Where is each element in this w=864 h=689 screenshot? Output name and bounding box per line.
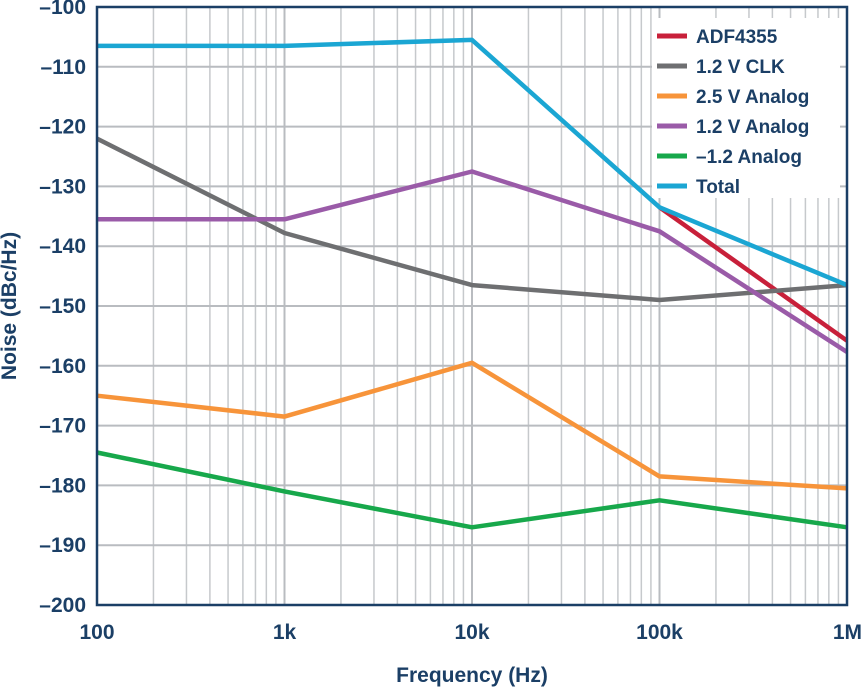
- legend-label-0: ADF4355: [696, 27, 778, 48]
- legend-label-1: 1.2 V CLK: [696, 57, 785, 78]
- x-tick-label: 100k: [636, 621, 683, 644]
- y-tick-label: –120: [39, 116, 86, 139]
- y-tick-label: –130: [39, 175, 86, 198]
- y-tick-label: –180: [39, 474, 86, 497]
- plot-frame: [95, 5, 849, 607]
- legend-label-2: 2.5 V Analog: [696, 87, 809, 108]
- legend-label-4: –1.2 Analog: [696, 147, 802, 168]
- x-tick-label: 1k: [273, 621, 297, 644]
- y-tick-label: –140: [39, 235, 86, 258]
- y-tick-label: –200: [39, 594, 86, 617]
- series-line-2: [96, 360, 848, 491]
- series-lines: [95, 37, 849, 530]
- y-tick-label: –110: [40, 56, 86, 79]
- x-axis-title: Frequency (Hz): [396, 664, 548, 687]
- y-tick-labels: –100 –110 –120 –130 –140 –150 –160 –170 –180 –190…: [39, 0, 86, 617]
- y-tick-label: –150: [39, 295, 86, 318]
- series-line-1: [95, 136, 848, 303]
- legend-label-5: Total: [696, 177, 740, 198]
- legend-box: [652, 18, 840, 198]
- y-tick-label: –160: [39, 355, 86, 378]
- series-line-0: [658, 205, 849, 343]
- x-tick-label: 100: [79, 621, 114, 644]
- series-line-5: [97, 37, 848, 288]
- y-tick-label: –100: [39, 0, 86, 19]
- y-tick-label: –190: [39, 534, 86, 557]
- legend-label-3: 1.2 V Analog: [696, 117, 809, 138]
- y-tick-label: –170: [39, 415, 86, 438]
- series-line-4: [96, 450, 848, 530]
- y-axis-title: Noise (dBc/Hz): [0, 232, 21, 380]
- x-tick-labels: 100 1k 10k 100k 1M: [79, 621, 862, 644]
- x-tick-label: 1M: [833, 621, 862, 644]
- series-line-3: [97, 169, 849, 354]
- x-tick-label: 10k: [454, 621, 489, 644]
- legend: ADF4355 1.2 V CLK 2.5 V Analog 1.2 V Analog…: [652, 18, 840, 198]
